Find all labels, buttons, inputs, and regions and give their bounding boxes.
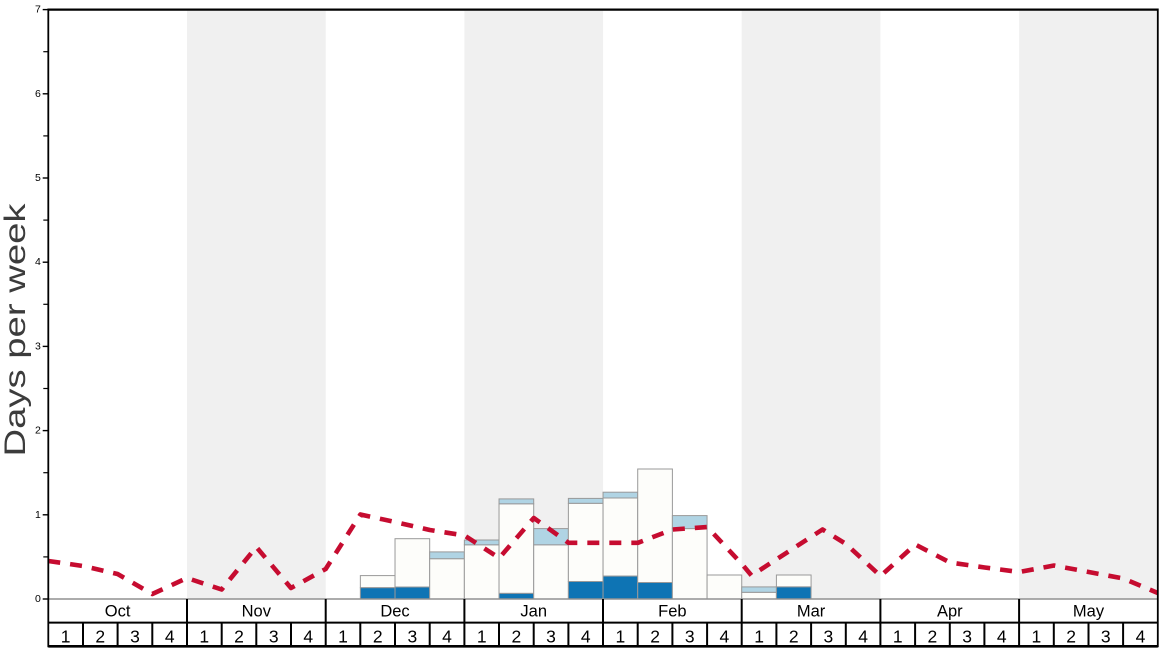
svg-text:May: May [1073,602,1105,620]
svg-text:Dec: Dec [380,602,409,620]
svg-text:2: 2 [35,425,41,437]
svg-text:3: 3 [35,340,41,352]
svg-text:3: 3 [1101,626,1111,646]
svg-text:1: 1 [199,626,209,646]
svg-text:0: 0 [35,593,41,605]
svg-text:2: 2 [928,626,938,646]
svg-text:1: 1 [1032,626,1042,646]
svg-text:3: 3 [962,626,972,646]
svg-text:4: 4 [303,626,313,646]
svg-text:2: 2 [234,626,244,646]
svg-text:2: 2 [373,626,383,646]
svg-text:1: 1 [477,626,487,646]
svg-text:2: 2 [789,626,799,646]
svg-text:Nov: Nov [242,602,272,620]
svg-text:2: 2 [512,626,522,646]
svg-text:4: 4 [858,626,868,646]
svg-text:6: 6 [35,88,41,100]
svg-text:4: 4 [35,256,41,268]
svg-text:Jan: Jan [520,602,547,620]
svg-text:Feb: Feb [658,602,686,620]
svg-text:4: 4 [165,626,175,646]
svg-text:1: 1 [893,626,903,646]
svg-text:4: 4 [997,626,1007,646]
svg-text:3: 3 [269,626,279,646]
svg-text:2: 2 [95,626,105,646]
svg-text:7: 7 [35,4,41,16]
svg-text:3: 3 [408,626,418,646]
svg-text:1: 1 [754,626,764,646]
svg-text:1: 1 [338,626,348,646]
svg-text:Days per week: Days per week [0,202,32,456]
svg-text:Mar: Mar [797,602,826,620]
svg-text:2: 2 [650,626,660,646]
svg-text:4: 4 [1136,626,1146,646]
svg-text:1: 1 [35,509,41,521]
svg-text:4: 4 [581,626,591,646]
svg-text:3: 3 [130,626,140,646]
svg-text:2: 2 [1066,626,1076,646]
svg-text:Oct: Oct [105,602,131,620]
svg-text:4: 4 [720,626,730,646]
svg-text:1: 1 [616,626,626,646]
svg-text:5: 5 [35,172,41,184]
svg-text:1: 1 [61,626,71,646]
svg-text:3: 3 [824,626,834,646]
svg-text:3: 3 [685,626,695,646]
svg-text:Apr: Apr [937,602,963,620]
svg-text:4: 4 [442,626,452,646]
svg-text:3: 3 [546,626,556,646]
